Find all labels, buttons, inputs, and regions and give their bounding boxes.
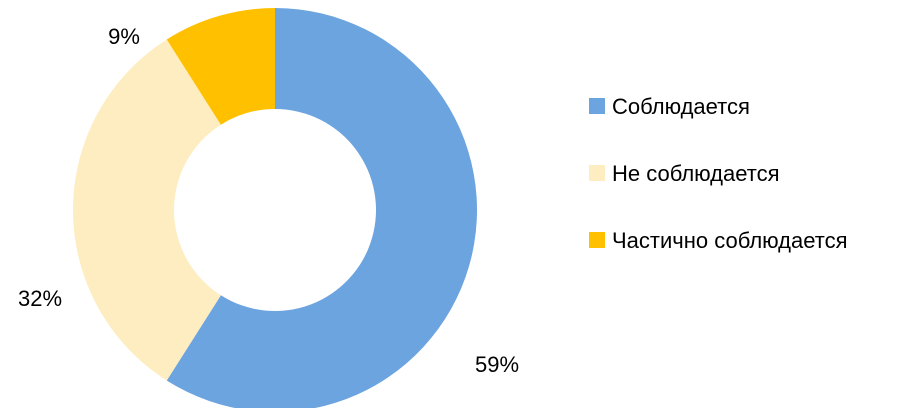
- legend-swatch-3: [589, 232, 605, 248]
- donut-slice-3: [166, 8, 275, 125]
- donut-slice-1: [166, 8, 477, 408]
- legend-item-1: Соблюдается: [589, 94, 750, 119]
- legend-swatch-1: [589, 98, 605, 114]
- legend-item-2: Не соблюдается: [589, 161, 780, 186]
- slice-label-3: 9%: [108, 24, 140, 49]
- legend-label-2: Не соблюдается: [612, 161, 780, 186]
- donut-slices: [72, 8, 477, 408]
- slice-labels: 59% 32% 9%: [18, 24, 519, 377]
- legend-item-3: Частично соблюдается: [589, 228, 848, 253]
- legend: Соблюдается Не соблюдается Частично соблюд…: [589, 94, 848, 253]
- legend-label-1: Соблюдается: [612, 94, 750, 119]
- slice-label-2: 32%: [18, 286, 62, 311]
- donut-slice-2: [72, 39, 221, 381]
- legend-swatch-2: [589, 165, 605, 181]
- slice-label-1: 59%: [475, 352, 519, 377]
- legend-label-3: Частично соблюдается: [612, 228, 848, 253]
